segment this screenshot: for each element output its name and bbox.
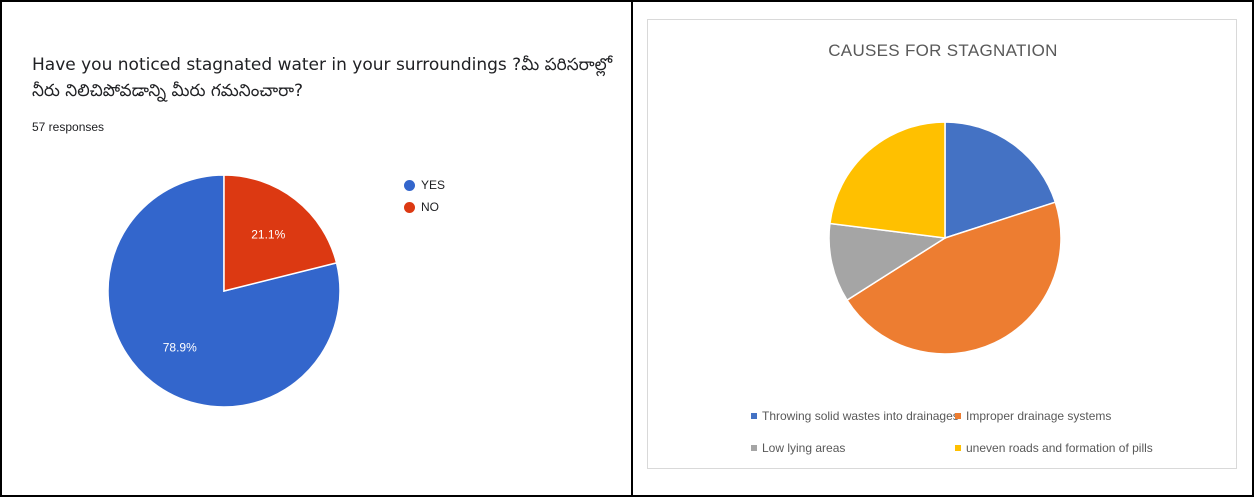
legend-item-solid-waste: Throwing solid wastes into drainages (751, 409, 959, 423)
pie1-legend: YES NO (404, 174, 445, 218)
causes-pie-chart (828, 121, 1062, 355)
pie-slice-no (223, 174, 338, 292)
causes-chart-card: CAUSES FOR STAGNATION Throwing solid was… (647, 19, 1237, 469)
pie-slice-uneven-roads-and-formation-of-pills (829, 121, 946, 239)
left-panel: Have you noticed stagnated water in your… (0, 0, 633, 497)
pie-slice-low-lying-areas (828, 222, 948, 302)
legend-item-uneven-roads: uneven roads and formation of pills (955, 441, 1153, 455)
pie-slice-improper-drainage-systems (846, 201, 1062, 355)
pie-slice-yes (107, 174, 341, 408)
pie-slice-throwing-solid-wastes-into-drainages (944, 121, 1057, 240)
legend-label-yes: YES (421, 178, 446, 192)
legend-label-uneven-roads: uneven roads and formation of pills (966, 441, 1153, 455)
legend-swatch-uneven-roads (955, 445, 961, 451)
legend-item-improper-drainage: Improper drainage systems (955, 409, 1111, 423)
legend-label-low-lying: Low lying areas (762, 441, 846, 455)
legend-swatch-solid-waste (751, 413, 757, 419)
legend-item-no: NO (404, 196, 445, 218)
legend-item-low-lying: Low lying areas (751, 441, 845, 455)
legend-swatch-low-lying (751, 445, 757, 451)
response-count: 57 responses (32, 120, 105, 134)
legend-label-no: NO (421, 200, 439, 214)
legend-swatch-no (404, 201, 415, 213)
legend-swatch-improper-drainage (955, 413, 961, 419)
chart-title: CAUSES FOR STAGNATION (828, 41, 1058, 60)
yes-no-pie-chart: 78.9% 21.1% (107, 174, 341, 408)
right-panel: CAUSES FOR STAGNATION Throwing solid was… (631, 0, 1254, 497)
legend-label-improper-drainage: Improper drainage systems (966, 409, 1112, 423)
legend-label-solid-waste: Throwing solid wastes into drainages (762, 409, 959, 423)
legend-swatch-yes (404, 179, 415, 191)
question-title: Have you noticed stagnated water in your… (32, 55, 613, 101)
data-label-yes: 78.9% (163, 341, 197, 355)
legend-item-yes: YES (404, 174, 445, 196)
data-label-no: 21.1% (251, 227, 285, 241)
